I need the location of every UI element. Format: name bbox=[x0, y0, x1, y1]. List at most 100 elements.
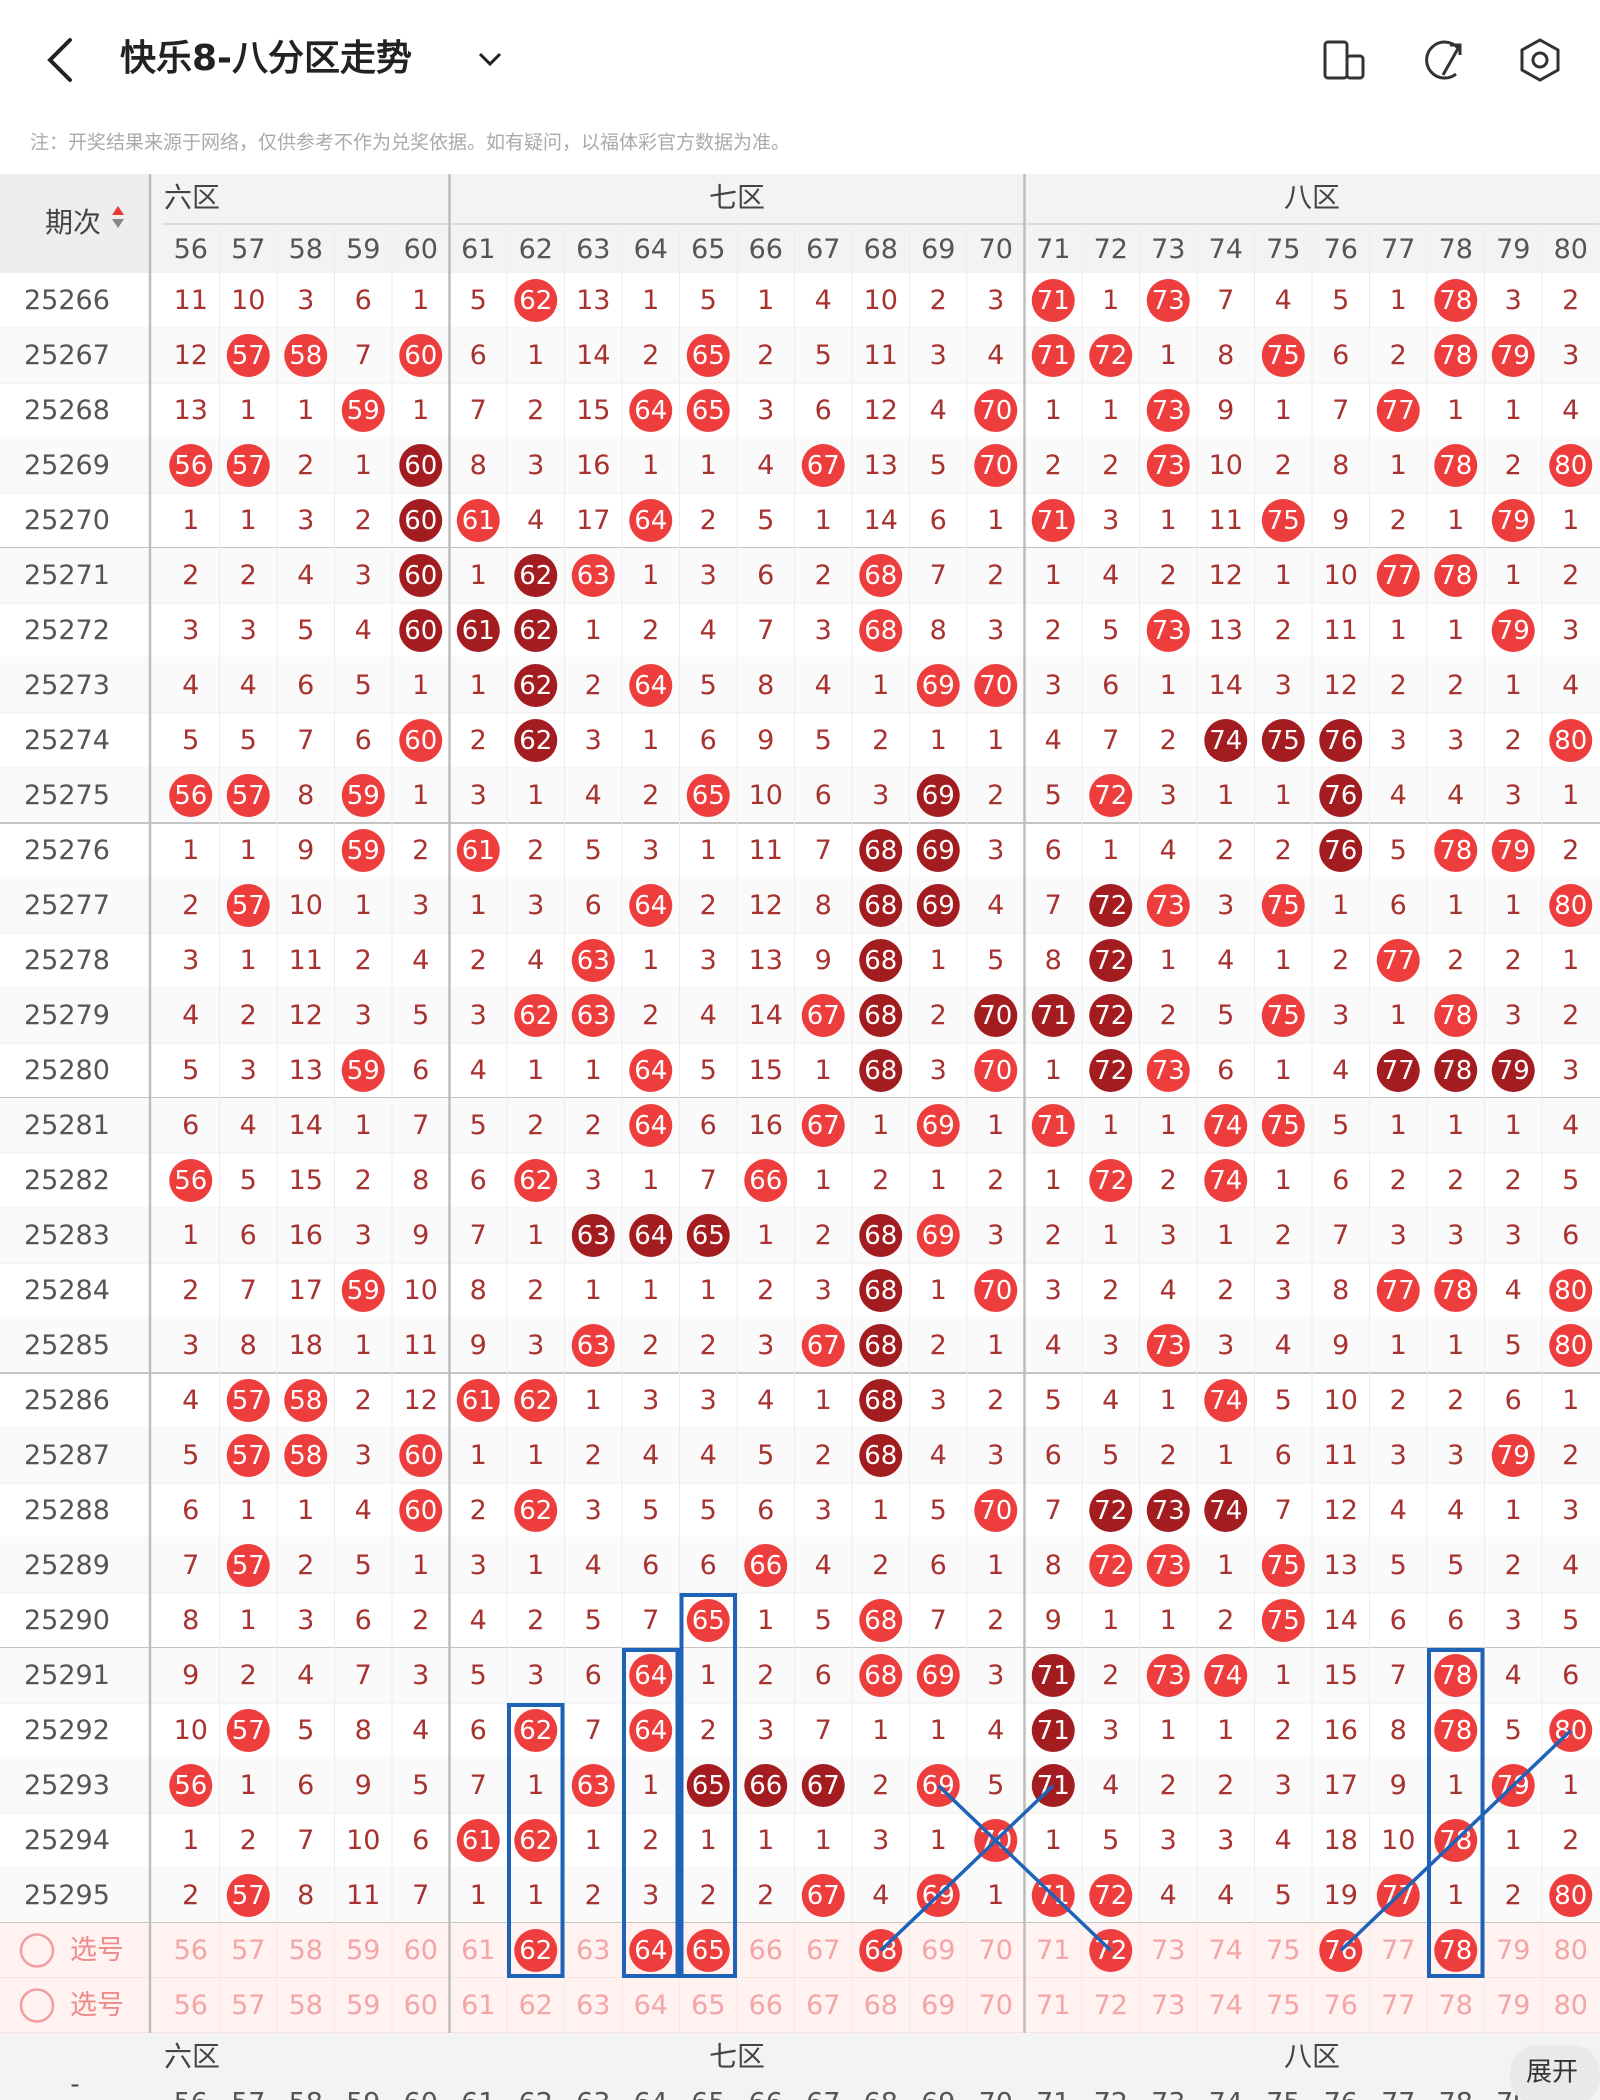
cell-value: 68 bbox=[864, 1441, 897, 1471]
cell-value: 1 bbox=[1217, 1440, 1234, 1471]
share-icon[interactable] bbox=[1425, 40, 1462, 80]
collapse-button[interactable]: - bbox=[70, 2070, 79, 2100]
hit-ball bbox=[744, 1544, 788, 1587]
cell-value: 5 bbox=[1102, 615, 1119, 646]
cell-value: 75 bbox=[1267, 1001, 1300, 1031]
cell-value: 57 bbox=[232, 341, 265, 371]
select-checkbox bbox=[19, 1933, 55, 1968]
cell-value: 10 bbox=[346, 1825, 380, 1856]
cell-value: 2 bbox=[1045, 1220, 1062, 1251]
cell-value: 2 bbox=[1102, 1660, 1119, 1691]
hit-ball bbox=[1146, 389, 1190, 432]
cell-value: 2 bbox=[1390, 670, 1407, 701]
column-number: 61 bbox=[461, 2088, 495, 2100]
cell-value: 2 bbox=[1447, 945, 1464, 976]
cell-value: 1 bbox=[1217, 1715, 1234, 1746]
cell-value: 1 bbox=[1505, 1825, 1522, 1856]
back-button[interactable] bbox=[47, 38, 72, 82]
period: 25284 bbox=[24, 1275, 110, 1306]
cell-value: 2 bbox=[700, 505, 717, 536]
cell-value: 1 bbox=[470, 560, 487, 591]
cell-value: 2 bbox=[1562, 1825, 1579, 1856]
cell-value: 8 bbox=[815, 890, 832, 921]
device-icon[interactable] bbox=[1323, 40, 1365, 80]
expand-label[interactable]: 展开 bbox=[1526, 2058, 1578, 2088]
hit-ball bbox=[859, 1324, 903, 1367]
cell-value: 67 bbox=[807, 1111, 840, 1141]
column-number: 63 bbox=[576, 234, 610, 265]
cell-value: 2 bbox=[1275, 835, 1292, 866]
cell-value: 1 bbox=[182, 1220, 199, 1251]
cell-value: 9 bbox=[182, 1660, 199, 1691]
cell-value: 6 bbox=[930, 1550, 947, 1581]
cell-value: 3 bbox=[1217, 1825, 1234, 1856]
column-number: 69 bbox=[921, 234, 955, 265]
hit-ball bbox=[629, 1049, 673, 1092]
settings-icon[interactable] bbox=[1520, 38, 1560, 82]
hit-ball bbox=[514, 994, 558, 1037]
cell-value: 2 bbox=[1160, 1440, 1177, 1471]
cell-value: 72 bbox=[1094, 781, 1127, 811]
cell-value: 6 bbox=[700, 1550, 717, 1581]
cell-value: 8 bbox=[1217, 340, 1234, 371]
cell-value: 70 bbox=[979, 671, 1012, 701]
cell-value: 4 bbox=[585, 780, 602, 811]
cell-value: 3 bbox=[1275, 1770, 1292, 1801]
cell-value: 4 bbox=[297, 1660, 314, 1691]
cell-value: 59 bbox=[347, 836, 380, 866]
cell-value: 5 bbox=[412, 1000, 429, 1031]
hit-ball bbox=[169, 444, 213, 487]
hit-ball bbox=[859, 829, 903, 872]
column-number: 58 bbox=[289, 2088, 323, 2100]
hit-ball bbox=[1031, 499, 1075, 542]
hit-ball bbox=[341, 1049, 385, 1092]
expand-button[interactable] bbox=[1510, 2045, 1600, 2100]
cell-value: 13 bbox=[749, 945, 783, 976]
cell-value: 5 bbox=[757, 1440, 774, 1471]
cell-value: 72 bbox=[1094, 1881, 1127, 1911]
cell-value: 1 bbox=[1390, 1330, 1407, 1361]
cell-value: 57 bbox=[232, 1716, 265, 1746]
cell-value: 2 bbox=[1217, 1275, 1234, 1306]
cell-value: 62 bbox=[519, 671, 552, 701]
cell-value: 75 bbox=[1267, 506, 1300, 536]
annotation-box bbox=[679, 1593, 737, 1978]
select-number: 58 bbox=[289, 1990, 323, 2021]
cell-value: 5 bbox=[297, 615, 314, 646]
cell-value: 6 bbox=[182, 1110, 199, 1141]
hit-ball bbox=[801, 1764, 845, 1807]
cell-value: 2 bbox=[585, 1440, 602, 1471]
cell-value: 70 bbox=[979, 451, 1012, 481]
cell-value: 65 bbox=[692, 396, 725, 426]
cell-value: 59 bbox=[347, 396, 380, 426]
cell-value: 59 bbox=[347, 1276, 380, 1306]
cell-value: 10 bbox=[231, 285, 265, 316]
title-dropdown[interactable] bbox=[478, 52, 502, 67]
annotation-box bbox=[622, 1648, 680, 1978]
hit-ball bbox=[1376, 1049, 1420, 1092]
hit-ball bbox=[571, 1324, 615, 1367]
cell-value: 16 bbox=[289, 1220, 323, 1251]
period: 25295 bbox=[24, 1880, 110, 1911]
cell-value: 2 bbox=[527, 1605, 544, 1636]
picked-number: 65 bbox=[692, 1936, 725, 1966]
cell-value: 65 bbox=[692, 341, 725, 371]
column-number: 77 bbox=[1381, 2088, 1415, 2100]
cell-value: 64 bbox=[634, 506, 667, 536]
column-number: 57 bbox=[231, 2088, 265, 2100]
cell-value: 2 bbox=[642, 780, 659, 811]
hit-ball bbox=[1434, 994, 1478, 1037]
cell-value: 2 bbox=[700, 1330, 717, 1361]
cell-value: 4 bbox=[1217, 945, 1234, 976]
cell-value: 73 bbox=[1152, 1661, 1185, 1691]
cell-value: 64 bbox=[634, 1661, 667, 1691]
cell-value: 3 bbox=[1562, 340, 1579, 371]
cell-value: 3 bbox=[987, 285, 1004, 316]
cell-value: 6 bbox=[182, 1495, 199, 1526]
select-number: 67 bbox=[806, 1990, 840, 2021]
period: 25290 bbox=[24, 1605, 110, 1636]
cell-value: 77 bbox=[1382, 1056, 1415, 1086]
hit-ball bbox=[916, 884, 960, 927]
period-header: 期次 bbox=[45, 206, 101, 239]
